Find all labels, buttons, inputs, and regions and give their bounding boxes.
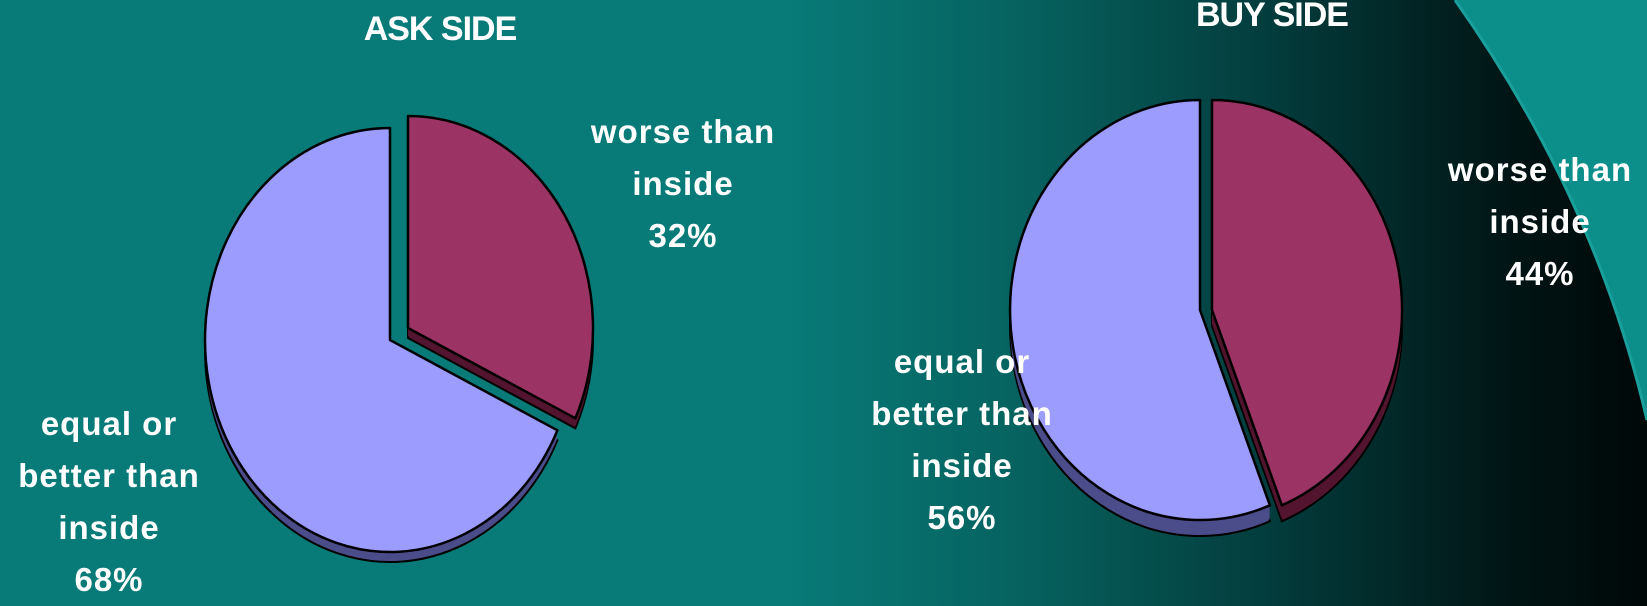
buy-worse-label-line3: 44% [1505, 255, 1575, 292]
ask-worse-label-line1: worse than [590, 113, 776, 150]
buy-equal-label-line4: 56% [927, 499, 997, 536]
pie-chart-buy-side [1008, 98, 1404, 537]
ask-slice-worse [406, 114, 595, 420]
ask-worse-label-line2: inside [632, 165, 734, 202]
pie-chart-ask-side [203, 114, 595, 563]
buy-slice-worse [1210, 98, 1404, 507]
buy-equal-label: equal or better than inside 56% [871, 336, 1053, 544]
buy-worse-label-line2: inside [1489, 203, 1591, 240]
ask-equal-label-line3: inside [58, 509, 160, 546]
chart-title-ask-side: ASK SIDE [363, 10, 518, 48]
ask-equal-label-line1: equal or [40, 405, 178, 442]
buy-worse-label: worse than inside 44% [1448, 144, 1632, 300]
ask-slice-equal [203, 126, 559, 554]
ask-worse-label-line3: 32% [648, 217, 718, 254]
buy-worse-label-line1: worse than [1447, 151, 1633, 188]
buy-equal-label-line3: inside [911, 447, 1013, 484]
buy-equal-label-line2: better than [871, 395, 1053, 432]
chart-title-buy-side: BUY SIDE [1196, 0, 1349, 34]
buy-equal-label-line1: equal or [893, 343, 1031, 380]
ask-equal-label-line4: 68% [74, 561, 144, 598]
ask-equal-label-line2: better than [18, 457, 200, 494]
ask-worse-label: worse than inside 32% [591, 106, 775, 262]
ask-equal-label: equal or better than inside 68% [18, 398, 200, 606]
buy-slice-equal [1008, 98, 1272, 522]
